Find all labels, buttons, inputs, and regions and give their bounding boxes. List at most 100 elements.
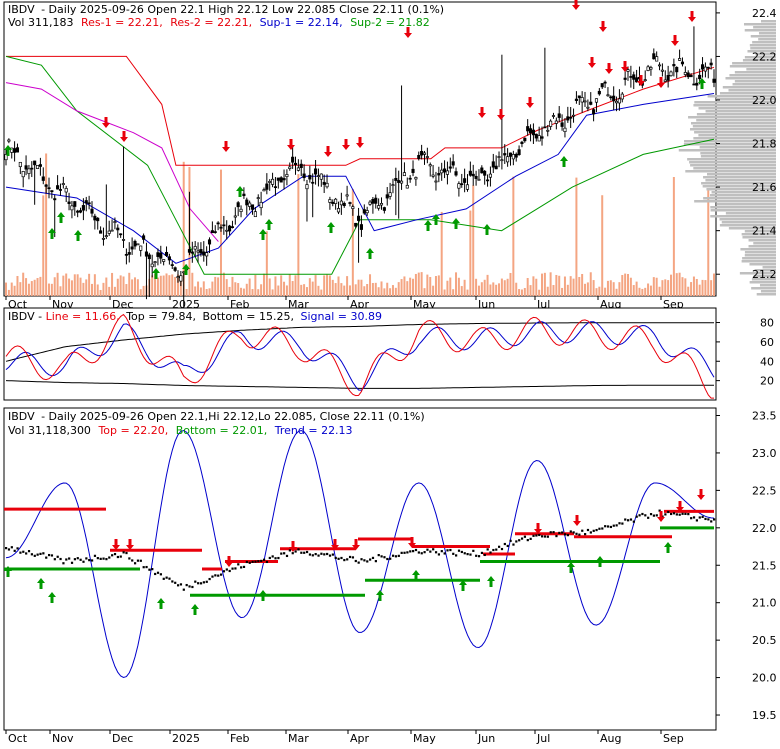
trend-price-dot [475,554,478,557]
volume-bar [664,279,667,296]
trend-price-dot [466,553,469,556]
volume-bar [262,273,265,296]
candle-body [428,164,432,167]
volume-bar [426,274,429,296]
candle-body [577,95,581,98]
trend-x-tick-label: Aug [600,732,621,745]
candle-body [703,66,707,72]
volume-profile-bar [696,113,776,116]
trend-sell-arrow [352,539,360,550]
volume-profile-bar [693,137,776,140]
volume-profile-bar [756,293,776,296]
sell-arrow [588,57,596,68]
trend-price-dot [168,577,171,580]
trend-price-dot [386,557,389,561]
trend-y-tick-label: 19.5 [752,709,777,722]
volume-bar [475,278,478,296]
price-y-axis: 22.4 22.2 22.0 21.8 21.6 21.4 21.2 [716,7,777,281]
trend-price-dot [417,551,420,554]
trend-price-dot [248,561,251,564]
trend-price-dot [377,554,380,557]
trend-x-tick-label: 2025 [172,732,200,745]
volume-bar [675,273,678,296]
trend-buy-arrow [596,556,604,567]
volume-profile-bar [711,191,776,194]
candle-body [302,173,306,179]
volume-bar [670,274,673,296]
volume-bar [483,279,486,296]
trend-price-dot [305,550,309,554]
volume-bar [432,285,435,296]
volume-bar [82,282,85,296]
candle-body [96,217,100,222]
candle-body [603,81,607,84]
volume-bar [211,281,214,296]
trend-sell-arrow [126,539,134,550]
volume-bar [595,288,598,296]
trend-price-dot [33,554,36,557]
trend-price-dot [684,512,687,515]
volume-bar [142,285,145,296]
candle-body [443,168,447,173]
trend-price-dot [371,556,375,560]
trend-price-dot [257,560,260,563]
trend-price-dot [188,585,191,588]
volume-bar [655,277,658,296]
candle-body [64,188,68,193]
volume-bar [50,283,53,296]
trend-price-dot [400,551,403,554]
volume-bar [340,283,343,296]
trend-price-dot [652,514,656,517]
volume-bar [36,278,39,296]
volume-bar [584,283,587,296]
trend-price-dot [79,558,82,561]
candle-body [457,183,461,189]
sell-arrow [637,75,645,86]
volume-profile-bar [749,281,776,284]
volume-bar [76,274,79,296]
trend-header-bottom: Bottom = 22.01, [176,424,268,437]
trend-price-dot [228,569,231,573]
candle-body [357,215,361,221]
candle-body [397,180,401,183]
trend-price-dot [111,554,114,557]
trend-x-tick-label: Jul [536,732,550,745]
candle-body [583,100,587,103]
trend-price-dot [300,551,303,554]
trend-price-dot [489,551,492,554]
candle-body [523,137,527,142]
volume-bar [695,278,698,296]
trend-header-desc: - Daily 2025-09-26 Open 22.1,Hi 22.12,Lo… [41,410,425,423]
trend-price-dot [498,545,501,548]
volume-bar [271,289,274,296]
candle-body [669,71,673,77]
price-y-tick-label: 21.4 [752,225,777,238]
trend-header-line1: IBDV - Daily 2025-09-26 Open 22.1,Hi 22.… [8,410,425,423]
candle-body [242,193,246,197]
trend-price-dot [675,513,678,516]
volume-bar [85,279,88,296]
volume-bar [589,272,592,296]
volume-bar [214,276,217,296]
osc-header-ticker: IBDV [8,310,35,323]
volume-bar [334,283,337,296]
price-header-desc: - Daily 2025-09-26 Open 22.1 High 22.12 … [41,3,444,16]
trend-price-dot [202,581,205,584]
volume-bar [690,282,693,296]
trend-price-dot [245,560,248,564]
candle-body [445,170,449,175]
price-y-tick-label: 21.6 [752,181,777,194]
volume-profile-bar [759,284,776,287]
volume-bar [437,275,440,296]
trend-buy-arrow [4,566,12,577]
volume-bar [68,278,71,296]
trend-buy-arrow [459,580,467,591]
candle-body [41,176,45,181]
price-indicator-lines [5,55,715,275]
candle-body [314,168,318,175]
trend-price-dot [604,525,607,528]
volume-bar [162,275,165,296]
volume-bar [174,276,177,296]
candle-body [571,114,576,117]
sell-arrow [497,109,505,120]
